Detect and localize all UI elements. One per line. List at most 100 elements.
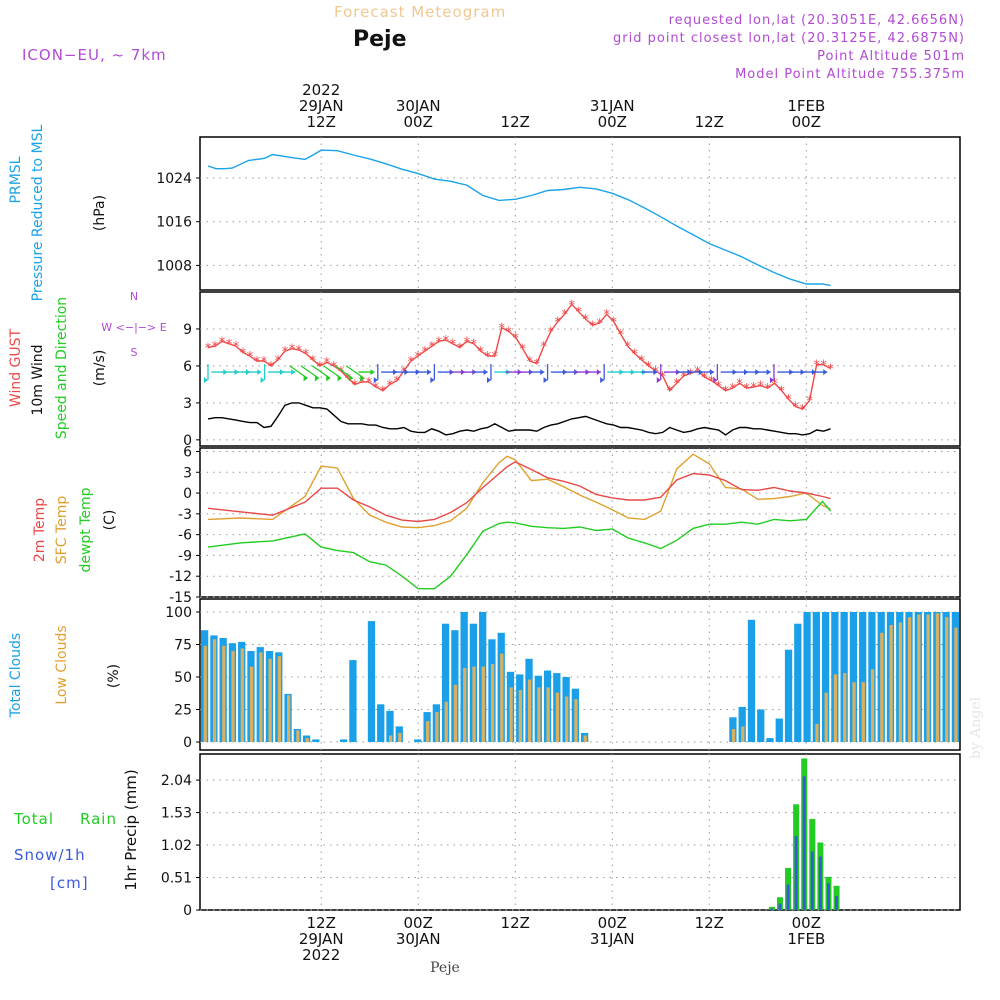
total-cloud-bar xyxy=(775,718,783,742)
gust-marker: * xyxy=(387,378,394,393)
top-date-label: 1FEB xyxy=(787,97,825,115)
sfc-label: SFC Temp xyxy=(54,496,70,565)
gust-marker: * xyxy=(527,355,534,370)
gust-marker: * xyxy=(820,359,827,374)
gust-marker: * xyxy=(380,385,387,400)
watermark: by Angel xyxy=(968,696,984,759)
precip-frame xyxy=(199,753,961,911)
low-cloud-bar xyxy=(833,674,838,742)
compass-north: N xyxy=(130,290,138,303)
pressure-frame xyxy=(199,136,961,291)
gust-marker: * xyxy=(771,377,778,392)
total-cloud-bar xyxy=(441,623,450,742)
total-cloud-bar xyxy=(849,612,858,742)
gridpoint-coords: grid point closest lon,lat (20.3125E, 42… xyxy=(613,31,965,46)
gust-marker: * xyxy=(408,355,415,370)
gust-marker: * xyxy=(310,354,317,369)
low-cloud-bar xyxy=(249,666,254,742)
precip-ytick-label: 1.53 xyxy=(161,806,192,822)
wind-speed-line xyxy=(207,402,831,436)
sfc-temp-line xyxy=(207,453,831,529)
gust-marker: * xyxy=(645,360,652,375)
wind-arrow-head xyxy=(600,377,605,384)
temp-frame xyxy=(199,447,961,598)
total-cloud-bar xyxy=(794,623,802,742)
t2m-line xyxy=(207,461,831,523)
low-cloud-bar xyxy=(741,726,745,742)
pressure-ytick-label: 1024 xyxy=(156,171,192,187)
top-date-label: 31JAN xyxy=(590,97,635,115)
gust-marker: * xyxy=(457,341,464,356)
gust-marker: * xyxy=(422,345,429,360)
gust-marker: * xyxy=(415,350,422,365)
wind-arrow-head xyxy=(373,377,378,384)
total-cloud-bar xyxy=(414,739,422,742)
compass-south: S xyxy=(131,346,138,359)
bottom-date-label: 00Z xyxy=(792,914,821,932)
gust-marker: * xyxy=(799,403,806,418)
low-cloud-bar xyxy=(481,666,485,742)
low-cloud-bar xyxy=(212,639,217,742)
total-cloud-bar xyxy=(367,621,376,742)
gust-marker: * xyxy=(806,394,813,409)
gust-marker: * xyxy=(568,298,575,313)
low-cloud-bar xyxy=(843,673,847,742)
wind-arrow-head xyxy=(370,369,375,376)
wind-arrow-head xyxy=(337,375,342,382)
rain-bar xyxy=(768,906,775,910)
gust-marker: * xyxy=(610,316,617,331)
location-title: Peje xyxy=(353,27,407,52)
gust-marker: * xyxy=(554,316,561,331)
wind-ytick-label: 9 xyxy=(183,322,192,338)
low-cloud-bar xyxy=(231,651,235,742)
chart-title: Forecast Meteogram xyxy=(334,3,506,21)
snow-bar xyxy=(826,883,830,910)
low-cloud-bar xyxy=(388,735,393,742)
low-cloud-bar xyxy=(954,627,958,742)
gust-marker: * xyxy=(303,348,310,363)
top-date-label: 29JAN xyxy=(299,97,344,115)
gust-marker: * xyxy=(575,306,582,321)
wind-arrow-head xyxy=(348,375,353,382)
bottom-date-label: 12Z xyxy=(695,914,724,932)
wind-arrow-head xyxy=(303,375,308,382)
wind-arrow-head xyxy=(766,369,771,376)
total-cloud-bar xyxy=(747,619,756,742)
pressure-label-long: Pressure Reduced to MSL xyxy=(30,124,46,301)
top-date-label: 00Z xyxy=(598,113,627,131)
gust-marker: * xyxy=(450,338,457,353)
clouds-ytick-label: 75 xyxy=(174,638,192,654)
low-cloud-bar xyxy=(889,625,893,742)
rain-label: Rain xyxy=(80,810,117,828)
temp-ytick-label: -15 xyxy=(169,590,192,606)
pressure-line xyxy=(207,149,831,287)
gust-marker: * xyxy=(764,382,771,397)
snow-bar xyxy=(810,851,814,910)
clouds-unit: (%) xyxy=(106,664,122,688)
wind-ytick-label: 6 xyxy=(183,359,192,375)
wind-unit: (m/s) xyxy=(92,350,108,387)
gust-marker: * xyxy=(722,385,729,400)
gust-marker: * xyxy=(596,317,603,332)
wind-arrow-head xyxy=(260,377,265,384)
gust-marker: * xyxy=(212,340,219,355)
gust-marker: * xyxy=(582,313,589,328)
temp-ytick-label: 3 xyxy=(183,465,192,481)
low-cloud-bar xyxy=(926,614,930,742)
top-date-label: 12Z xyxy=(307,113,336,131)
low-cloud-bar xyxy=(583,735,587,742)
wind-ytick-label: 3 xyxy=(183,396,192,412)
dewpt-line xyxy=(207,500,832,590)
top-date-label: 00Z xyxy=(404,113,433,131)
total-cloud-bar xyxy=(821,612,830,742)
gust-marker: * xyxy=(436,335,443,350)
wind-arrow-head xyxy=(543,377,548,384)
wind-arrow-head xyxy=(653,369,658,376)
gust-marker: * xyxy=(261,355,268,370)
low-cloud-bar xyxy=(537,687,541,742)
low-cloud-bar xyxy=(815,723,819,742)
total-cloud-bar xyxy=(812,612,820,742)
low-cloud-bar xyxy=(565,696,569,742)
